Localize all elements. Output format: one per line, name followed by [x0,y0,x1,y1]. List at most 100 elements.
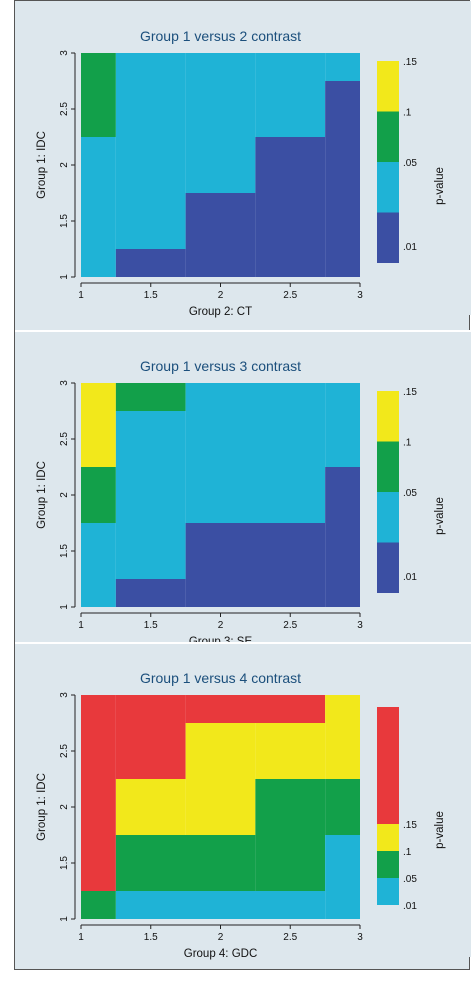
y-tick-label: 1 [59,604,70,610]
y-tick-label: 2.5 [59,432,70,446]
y-tick-label: 2.5 [59,102,70,116]
legend-tick-label: .05 [403,874,417,885]
heatmap-cell-cyan [255,53,326,137]
heatmap-cell-red [81,695,116,891]
heatmap-cell-cyan [325,53,360,81]
legend-tick-label: .05 [403,158,417,169]
heatmap-cell-cyan [185,53,256,193]
heatmap-cell-red [115,695,186,779]
heatmap-cell-yellow [115,779,186,835]
heatmap-cell-dark_blue [115,249,186,277]
y-axis-label: Group 1: IDC [36,461,48,529]
heatmap-cell-dark_blue [325,81,360,277]
heatmap-cell-cyan [115,891,326,919]
x-tick-label: 3 [357,290,363,301]
y-tick-label: 1.5 [59,214,70,228]
heatmap-cell-green [255,779,326,891]
heatmap-cell-cyan [81,137,116,277]
x-axis-label: Group 2: CT [189,306,252,318]
x-tick-label: 3 [357,620,363,631]
x-tick-label: 2.5 [283,290,297,301]
x-tick-label: 1.5 [144,932,158,943]
y-tick-label: 3 [59,692,70,698]
y-tick-label: 1.5 [59,544,70,558]
heatmap-cell-green [115,835,256,891]
y-tick-label: 2 [59,804,70,810]
heatmap-cell-red [185,695,326,723]
legend-tick-label: .15 [403,820,417,831]
legend-tick-label: .01 [403,572,417,583]
legend-tick-label: .05 [403,488,417,499]
heatmap-cell-yellow [81,383,116,467]
heatmap-cell-cyan [185,383,326,523]
legend-tick-label: .1 [403,847,412,858]
x-tick-label: 1 [78,620,84,631]
chart-title: Group 1 versus 2 contrast [140,28,301,44]
heatmap-cell-dark_blue [185,523,326,607]
heatmap-cell-green [81,53,116,137]
heatmap-cell-dark_blue [185,193,256,277]
heatmap-cell-yellow [255,723,326,779]
heatmap-cell-dark_blue [325,467,360,607]
legend-swatch-yellow [377,391,399,442]
heatmap-cell-cyan [81,523,116,607]
legend-swatch-yellow [377,61,399,112]
legend-swatch-green [377,851,399,878]
legend-swatch-cyan [377,162,399,213]
legend-swatch-green [377,441,399,492]
x-tick-label: 2 [218,932,224,943]
heatmap-cell-cyan [115,53,186,249]
x-tick-label: 2 [218,620,224,631]
x-tick-label: 2 [218,290,224,301]
heatmap-cell-cyan [115,411,186,579]
legend-tick-label: .15 [403,57,417,68]
legend-tick-label: .1 [403,438,412,449]
legend-tick-label: .15 [403,387,417,398]
x-tick-label: 2.5 [283,932,297,943]
x-tick-label: 1.5 [144,290,158,301]
legend-swatch-cyan [377,878,399,905]
chart-title: Group 1 versus 3 contrast [140,358,301,374]
heatmap-cell-yellow [185,723,256,835]
heatmap-cell-cyan [325,383,360,467]
legend-swatch-cyan [377,492,399,543]
figure-frame: Group 1 versus 2 contrast 1 1.5 2 2.5 3 1 1.5 2 2… [14,0,471,970]
x-tick-label: 1 [78,290,84,301]
heatmap-cell-green [81,467,116,523]
heatmap-cell-green [325,779,360,835]
heatmap-cell-yellow [325,695,360,779]
x-tick-label: 1.5 [144,620,158,631]
legend-swatch-yellow [377,824,399,851]
x-axis-label: Group 4: GDC [184,948,258,960]
legend-tick-label: .1 [403,108,412,119]
heatmap-figure: Group 1 versus 2 contrast 1 1.5 2 2.5 3 1 1.5 2 2… [15,1,471,960]
heatmap-cell-green [115,383,186,411]
legend-title: p-value [434,811,446,849]
heatmap-cell-dark_blue [115,579,186,607]
x-tick-label: 1 [78,932,84,943]
legend-swatch-dark_blue [377,542,399,593]
y-tick-label: 3 [59,380,70,386]
legend-swatch-green [377,111,399,162]
y-tick-label: 1.5 [59,856,70,870]
y-tick-label: 3 [59,50,70,56]
legend-swatch-dark_blue [377,212,399,263]
y-tick-label: 1 [59,916,70,922]
legend-swatch-red [377,707,399,824]
legend-tick-label: .01 [403,242,417,253]
y-tick-label: 1 [59,274,70,280]
y-tick-label: 2 [59,492,70,498]
heatmap-cell-dark_blue [255,137,326,277]
y-axis-label: Group 1: IDC [36,773,48,841]
legend-title: p-value [434,497,446,535]
x-tick-label: 3 [357,932,363,943]
y-tick-label: 2.5 [59,744,70,758]
heatmap-cell-green [81,891,116,919]
heatmap-cell-cyan [325,835,360,919]
legend-title: p-value [434,167,446,205]
x-tick-label: 2.5 [283,620,297,631]
y-tick-label: 2 [59,162,70,168]
y-axis-label: Group 1: IDC [36,131,48,199]
chart-title: Group 1 versus 4 contrast [140,670,301,686]
legend-tick-label: .01 [403,901,417,912]
